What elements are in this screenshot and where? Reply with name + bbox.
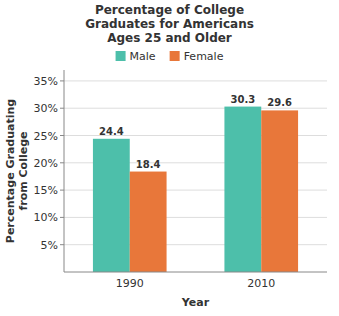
chart: Percentage of CollegeGraduates for Ameri…	[0, 0, 339, 316]
y-tick	[60, 108, 64, 109]
x-axis-line	[64, 272, 327, 273]
grid-line	[64, 80, 327, 81]
y-tick-label: 10%	[34, 211, 58, 224]
chart-container: Percentage of CollegeGraduates for Ameri…	[0, 0, 339, 316]
data-label: 24.4	[99, 126, 124, 137]
legend-label: Male	[130, 50, 156, 63]
x-tick-label: 1990	[116, 277, 144, 290]
y-tick	[60, 162, 64, 163]
y-tick-label: 35%	[34, 75, 58, 88]
x-tick-label: 2010	[247, 277, 275, 290]
legend-item: Male	[116, 50, 156, 63]
data-labels: 24.4 30.3 18.4 29.6	[99, 94, 292, 170]
y-tick	[60, 135, 64, 136]
legend-swatch	[170, 51, 180, 61]
legend-label: Female	[184, 50, 224, 63]
x-axis: 1990 2010	[64, 272, 327, 290]
y-tick-label: 25%	[34, 130, 58, 143]
y-axis-label-line: from College	[17, 131, 30, 210]
y-tick	[60, 80, 64, 81]
title-line: Graduates for Americans	[85, 17, 254, 31]
bar	[261, 110, 298, 272]
y-tick	[60, 190, 64, 191]
bar	[130, 172, 167, 272]
data-label: 18.4	[136, 159, 161, 170]
bar	[224, 107, 261, 272]
y-tick-label: 15%	[34, 184, 58, 197]
title-line: Ages 25 and Older	[107, 31, 232, 45]
y-tick-label: 30%	[34, 102, 58, 115]
y-axis-line	[64, 70, 65, 272]
data-label: 29.6	[267, 97, 292, 108]
legend-item: Female	[170, 50, 224, 63]
title: Percentage of CollegeGraduates for Ameri…	[85, 3, 254, 45]
y-axis-label: Percentage Graduatingfrom College	[4, 99, 30, 243]
y-tick-label: 5%	[41, 239, 58, 252]
legend-swatch	[116, 51, 126, 61]
y-tick-label: 20%	[34, 157, 58, 170]
y-tick	[60, 244, 64, 245]
bar	[93, 139, 130, 272]
y-axis: 5% 10% 15% 20% 25% 30% 35%	[34, 70, 64, 272]
y-tick	[60, 217, 64, 218]
y-axis-label-line: Percentage Graduating	[4, 99, 17, 243]
legend: Male Female	[116, 50, 224, 63]
x-axis-label: Year	[181, 296, 210, 309]
data-label: 30.3	[230, 94, 255, 105]
title-line: Percentage of College	[95, 3, 244, 17]
bars	[93, 107, 298, 272]
